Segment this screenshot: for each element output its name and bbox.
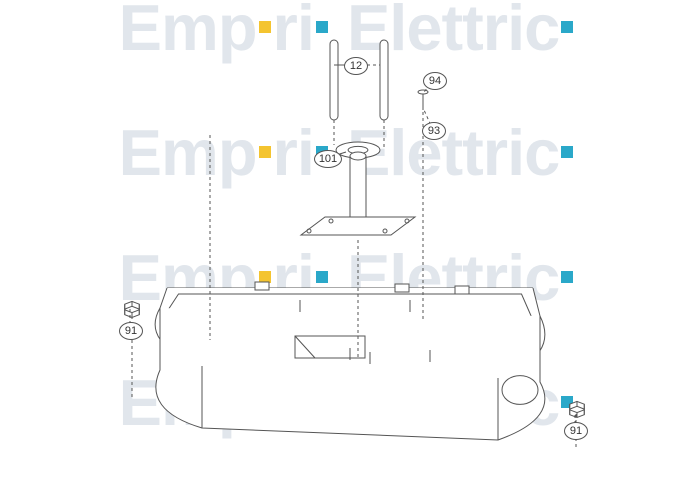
callout-93: 93	[422, 122, 446, 140]
callout-91-left: 91	[119, 322, 143, 340]
callout-101: 101	[314, 150, 342, 168]
callout-12: 12	[344, 57, 368, 75]
exploded-diagram	[0, 0, 694, 500]
callout-94: 94	[423, 72, 447, 90]
callout-91-right: 91	[564, 422, 588, 440]
